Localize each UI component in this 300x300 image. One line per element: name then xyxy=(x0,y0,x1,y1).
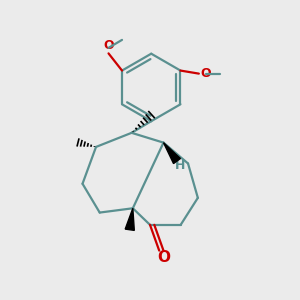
Text: H: H xyxy=(175,159,185,172)
Text: O: O xyxy=(200,67,211,80)
Polygon shape xyxy=(164,142,181,164)
Text: O: O xyxy=(158,250,171,266)
Polygon shape xyxy=(125,208,134,230)
Text: O: O xyxy=(103,39,114,52)
